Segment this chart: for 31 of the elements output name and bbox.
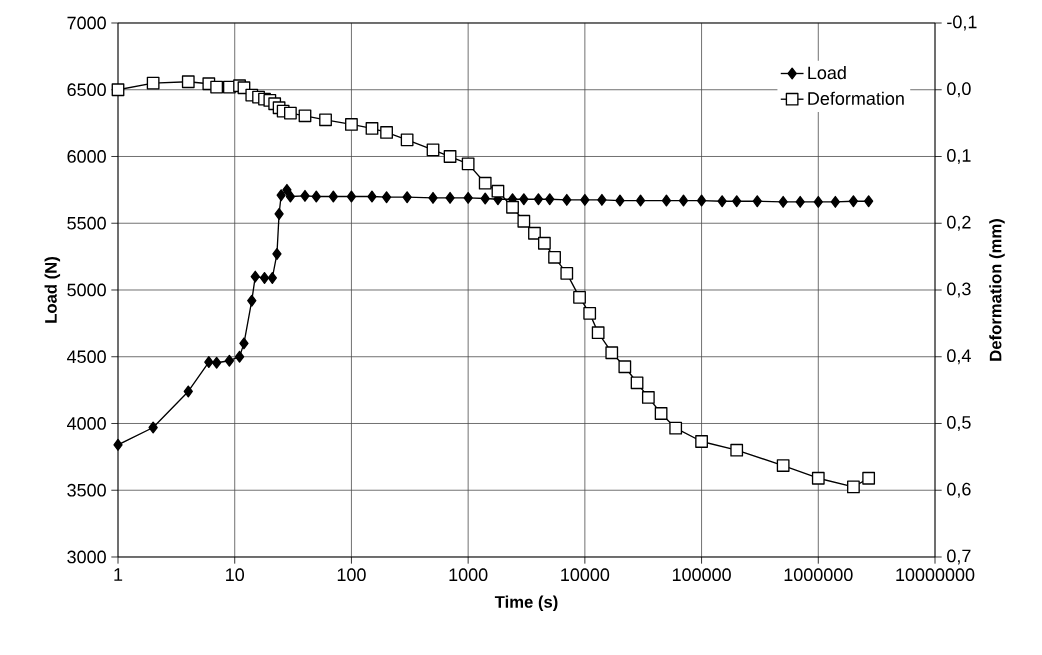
x-tick-label: 1 [114, 568, 123, 581]
y2-tick-label: 0,5 [947, 416, 971, 431]
y2-tick-label: 0,4 [947, 349, 971, 365]
y-tick-label: 5000 [67, 283, 106, 297]
x-tick-label: 100000 [672, 568, 731, 582]
x-axis-title: Time (s) [494, 595, 558, 612]
y-tick-label: 5500 [67, 216, 106, 230]
y2-tick-label: 0,1 [947, 149, 971, 164]
y2-tick-label: -0,1 [947, 15, 977, 31]
y2-tick-label: 0,7 [947, 549, 971, 565]
x-tick-label: 1000 [449, 568, 488, 582]
y2-axis-title: Deformation (mm) [989, 219, 1005, 361]
y2-tick-label: 0,3 [947, 282, 971, 298]
legend-label: Load [808, 65, 846, 80]
y-tick-label: 3500 [67, 483, 106, 497]
x-tick-label: 100 [337, 568, 366, 582]
y-axis-title: Load (N) [44, 257, 61, 323]
legend-label: Deformation [808, 91, 904, 105]
y2-tick-label: 0,2 [947, 215, 971, 231]
x-tick-label: 10 [226, 568, 245, 582]
x-tick-label: 1000000 [784, 568, 853, 582]
y2-tick-label: 0,0 [947, 82, 971, 98]
y-tick-label: 6500 [67, 83, 106, 97]
x-tick-label: 10000 [561, 568, 610, 582]
y-tick-label: 4500 [67, 350, 106, 364]
x-tick-label: 10000000 [896, 568, 975, 582]
y2-tick-label: 0,6 [947, 482, 971, 498]
y-tick-label: 4000 [67, 417, 106, 430]
y-tick-label: 7000 [67, 16, 106, 30]
y-tick-label: 6000 [67, 150, 106, 163]
y-tick-label: 3000 [67, 550, 106, 564]
